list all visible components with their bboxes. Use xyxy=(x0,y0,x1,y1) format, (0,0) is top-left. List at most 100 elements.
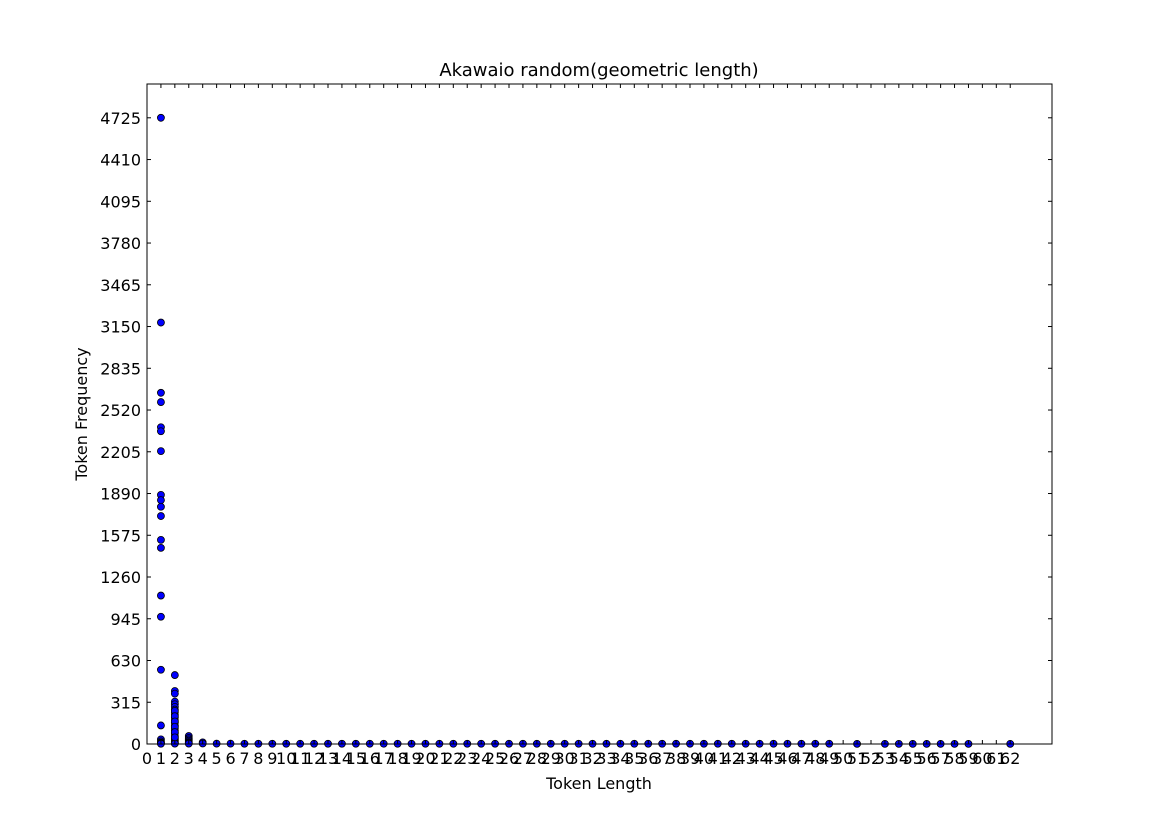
x-tick-label: 20 xyxy=(415,749,435,768)
x-tick-label: 60 xyxy=(972,749,992,768)
x-tick-label: 29 xyxy=(541,749,561,768)
y-tick-label: 4095 xyxy=(100,192,141,211)
x-tick-label: 3 xyxy=(184,749,194,768)
x-tick-label: 25 xyxy=(485,749,505,768)
data-point xyxy=(157,536,165,544)
data-point xyxy=(157,612,165,621)
x-tick-label: 39 xyxy=(680,749,700,768)
x-tick-label: 57 xyxy=(930,749,950,768)
x-tick-label: 35 xyxy=(624,749,644,768)
x-tick-label: 38 xyxy=(666,749,686,768)
x-tick-label: 56 xyxy=(917,749,937,768)
y-tick-label: 4410 xyxy=(100,151,141,170)
y-tick-label: 945 xyxy=(110,610,141,629)
data-points xyxy=(157,113,1015,748)
x-tick-label: 48 xyxy=(805,749,825,768)
x-tick-label: 40 xyxy=(694,749,714,768)
x-tick-label: 16 xyxy=(360,749,380,768)
y-tick-label: 3150 xyxy=(100,318,141,337)
data-point xyxy=(157,665,165,674)
y-tick-label: 2835 xyxy=(100,359,141,378)
x-tick-label: 44 xyxy=(749,749,769,768)
data-point xyxy=(157,427,165,436)
plot-frame xyxy=(146,83,1053,745)
x-tick-label: 13 xyxy=(318,749,338,768)
y-tick-label: 1260 xyxy=(100,568,141,587)
x-tick-label: 62 xyxy=(1000,749,1020,768)
x-tick-label: 30 xyxy=(555,749,575,768)
chart-title: Akawaio random(geometric length) xyxy=(439,60,758,81)
x-tick-label: 9 xyxy=(267,749,277,768)
data-point xyxy=(170,733,179,742)
y-tick-label: 1890 xyxy=(100,485,141,504)
x-tick-label: 21 xyxy=(429,749,449,768)
x-tick-label: 14 xyxy=(332,749,352,768)
x-tick-label: 19 xyxy=(401,749,421,768)
x-tick-label: 27 xyxy=(513,749,533,768)
y-tick-label: 3780 xyxy=(100,234,141,253)
x-tick-label: 4 xyxy=(198,749,208,768)
y-tick-label: 2205 xyxy=(100,443,141,462)
x-tick-label: 43 xyxy=(736,749,756,768)
x-tick-label: 17 xyxy=(374,749,394,768)
y-tick-label: 315 xyxy=(110,693,141,712)
x-tick-label: 0 xyxy=(142,749,152,768)
x-tick-label: 22 xyxy=(443,749,463,768)
data-point xyxy=(157,496,165,505)
y-tick-label: 0 xyxy=(131,735,141,754)
x-tick-label: 51 xyxy=(847,749,867,768)
x-tick-label: 6 xyxy=(225,749,235,768)
x-tick-label: 45 xyxy=(763,749,783,768)
x-tick-label: 8 xyxy=(253,749,263,768)
x-tick-label: 52 xyxy=(861,749,881,768)
data-point xyxy=(157,591,165,600)
x-tick-label: 18 xyxy=(387,749,407,768)
data-point xyxy=(157,398,165,406)
x-tick-label: 11 xyxy=(290,749,310,768)
x-tick-label: 7 xyxy=(239,749,249,768)
x-tick-label: 46 xyxy=(777,749,797,768)
data-point xyxy=(157,502,165,511)
data-point xyxy=(157,447,165,456)
data-point xyxy=(157,388,165,397)
x-tick-label: 53 xyxy=(875,749,895,768)
x-tick-label: 2 xyxy=(170,749,180,768)
x-tick-label: 37 xyxy=(652,749,672,768)
x-tick-label: 54 xyxy=(889,749,909,768)
x-tick-label: 58 xyxy=(944,749,964,768)
axis-ticks: 0 1 2 3 4 5 6 7 8 9101112131415161718192021222324… xyxy=(100,84,1052,768)
x-tick-label: 10 xyxy=(276,749,296,768)
x-tick-label: 32 xyxy=(582,749,602,768)
x-tick-label: 1 xyxy=(156,749,166,768)
x-tick-label: 41 xyxy=(708,749,728,768)
y-tick-label: 3465 xyxy=(100,276,141,295)
x-tick-label: 24 xyxy=(471,749,491,768)
data-point xyxy=(170,689,179,698)
data-point xyxy=(170,671,179,679)
y-tick-label: 4725 xyxy=(100,109,141,128)
x-tick-label: 55 xyxy=(903,749,923,768)
x-tick-label: 59 xyxy=(958,749,978,768)
x-tick-label: 26 xyxy=(499,749,519,768)
y-tick-label: 1575 xyxy=(100,526,141,545)
data-point xyxy=(157,721,165,730)
x-tick-label: 36 xyxy=(638,749,658,768)
y-tick-label: 630 xyxy=(110,652,141,671)
x-axis-label: Token Length xyxy=(545,774,652,793)
x-tick-label: 23 xyxy=(457,749,477,768)
data-point xyxy=(157,113,165,122)
x-tick-label: 42 xyxy=(722,749,742,768)
x-tick-label: 31 xyxy=(568,749,588,768)
x-tick-label: 15 xyxy=(346,749,366,768)
x-tick-label: 33 xyxy=(596,749,616,768)
x-tick-label: 5 xyxy=(212,749,222,768)
x-tick-label: 34 xyxy=(610,749,630,768)
x-tick-label: 61 xyxy=(986,749,1006,768)
x-tick-label: 49 xyxy=(819,749,839,768)
x-tick-label: 47 xyxy=(791,749,811,768)
y-axis-label: Token Frequency xyxy=(72,347,91,481)
data-point xyxy=(157,512,165,520)
x-tick-label: 50 xyxy=(833,749,853,768)
y-tick-label: 2520 xyxy=(100,401,141,420)
